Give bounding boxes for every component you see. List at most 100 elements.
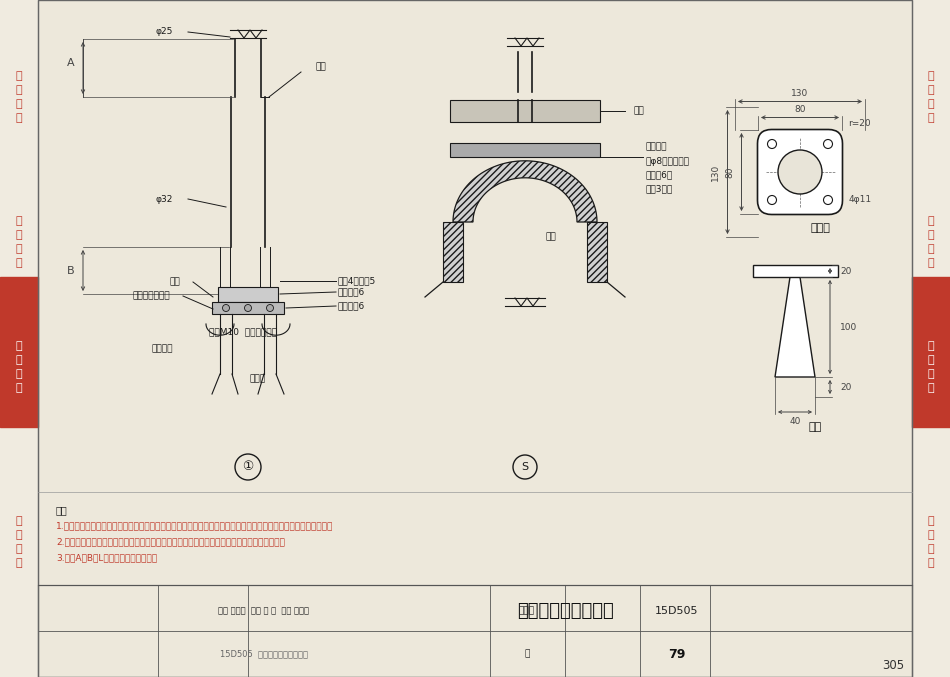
Bar [912,0,950,677]
Text: 资: 资 [928,544,934,554]
Text: S: S [522,462,528,472]
Text: r=20: r=20 [848,119,871,128]
Text: 2.古建筑防雷接闪器及支架、引下线等防雷装置不应选用易生锈的材料，建议采用亚光不锈钢。: 2.古建筑防雷接闪器及支架、引下线等防雷装置不应选用易生锈的材料，建议采用亚光不… [56,537,285,546]
Text: 雷: 雷 [928,355,934,365]
Text: 支撑架: 支撑架 [250,374,266,383]
Text: 130: 130 [711,163,720,181]
Text: 考: 考 [928,530,934,540]
Text: 总: 总 [16,71,22,81]
Text: 注：: 注： [56,505,67,515]
Text: ①: ① [242,460,254,473]
Text: 案: 案 [16,383,22,393]
Text: φ32: φ32 [156,194,173,204]
Text: 方: 方 [16,369,22,379]
Bar [0,277,38,427]
Bar [38,585,912,677]
Text: 弹力卡子: 弹力卡子 [645,142,667,152]
Text: 弹簧支卡: 弹簧支卡 [151,345,173,353]
Circle shape [824,139,832,148]
Text: 20: 20 [840,383,851,391]
Bar [212,302,284,314]
Circle shape [768,196,776,204]
Text: 焊接: 焊接 [316,62,327,72]
Text: 体: 体 [16,85,22,95]
Text: 瓦层: 瓦层 [633,106,644,116]
Text: 固定板: 固定板 [810,223,830,234]
Text: 明: 明 [928,113,934,123]
Text: 参: 参 [16,516,22,526]
Bar [450,100,600,122]
Text: B: B [67,265,75,276]
Text: 支撑座厚6: 支撑座厚6 [338,301,365,311]
Text: 雷: 雷 [16,355,22,365]
Text: 40: 40 [789,418,801,427]
Text: 图集号: 图集号 [519,607,535,615]
Text: 80: 80 [725,167,734,178]
Text: 参: 参 [928,516,934,526]
Text: 受: 受 [928,230,934,240]
Text: 15D505: 15D505 [656,606,699,616]
Text: 受: 受 [16,230,22,240]
Text: 79: 79 [668,647,686,661]
Text: 3.图中A、B、L尺寸由工程设计确定。: 3.图中A、B、L尺寸由工程设计确定。 [56,553,157,562]
Text: A: A [67,58,75,68]
Text: 截: 截 [928,216,934,226]
Bar [443,222,463,282]
Text: 80: 80 [794,105,806,114]
Text: 固定板厚6: 固定板厚6 [338,288,365,297]
Text: 考: 考 [16,530,22,540]
Text: 料: 料 [16,558,22,568]
Bar [912,277,950,427]
Text: 说: 说 [928,99,934,109]
Text: 案: 案 [928,383,934,393]
Text: 说: 说 [16,99,22,109]
Text: 截: 截 [16,216,22,226]
Text: 资: 资 [16,544,22,554]
Text: φ25: φ25 [156,28,173,37]
Bar [218,287,278,302]
Text: 100: 100 [840,322,857,332]
Polygon shape [775,277,815,377]
Text: 螺栓M10  弹簧垫圈螺母: 螺栓M10 弹簧垫圈螺母 [209,328,277,336]
Polygon shape [453,161,597,222]
Text: 料: 料 [928,558,934,568]
FancyBboxPatch shape [757,129,843,215]
Text: 体: 体 [928,85,934,95]
Text: 4φ11: 4φ11 [848,196,872,204]
Circle shape [824,196,832,204]
Circle shape [222,305,230,311]
Text: 用φ8镀锌圆钢，: 用φ8镀锌圆钢， [645,156,689,165]
Text: 面: 面 [928,244,934,254]
Text: 接闪器固定装置做法: 接闪器固定装置做法 [517,602,614,619]
Text: 对称焊6根: 对称焊6根 [645,171,673,179]
Bar [587,222,607,282]
Text: 积: 积 [16,258,22,268]
Text: 肋板: 肋板 [808,422,822,432]
Text: 引下线或连接线: 引下线或连接线 [132,292,170,301]
Text: 页: 页 [524,649,530,659]
Circle shape [267,305,274,311]
Bar [0,0,38,677]
Text: 方: 方 [928,369,934,379]
Circle shape [778,150,822,194]
Text: 15D505  古建筑防雷设计与安装: 15D505 古建筑防雷设计与安装 [220,649,308,659]
Bar [450,143,600,157]
Text: 防: 防 [16,341,22,351]
Text: 形成3个卡: 形成3个卡 [645,185,673,194]
Text: 305: 305 [882,659,904,672]
Text: 正脊: 正脊 [545,232,556,242]
Text: 130: 130 [791,89,808,98]
Bar [752,265,838,277]
Text: 焊接: 焊接 [169,278,180,286]
Text: 积: 积 [928,258,934,268]
Text: 1.一级防雷保护对象的古建筑的防雷接闪器、引下线建议选用铜材；其他防雷古建筑如条件允许也应优先选用铜材。: 1.一级防雷保护对象的古建筑的防雷接闪器、引下线建议选用铜材；其他防雷古建筑如条… [56,521,333,530]
Text: 面: 面 [16,244,22,254]
Circle shape [768,139,776,148]
Text: 垫板4块，厚5: 垫板4块，厚5 [338,276,376,286]
Text: 明: 明 [16,113,22,123]
Text: 防: 防 [928,341,934,351]
Text: 20: 20 [840,267,851,276]
Text: 总: 总 [928,71,934,81]
Text: 审核 厉守生  校对 汪 浩  设计 胡登峰: 审核 厉守生 校对 汪 浩 设计 胡登峰 [218,607,310,615]
Circle shape [244,305,252,311]
